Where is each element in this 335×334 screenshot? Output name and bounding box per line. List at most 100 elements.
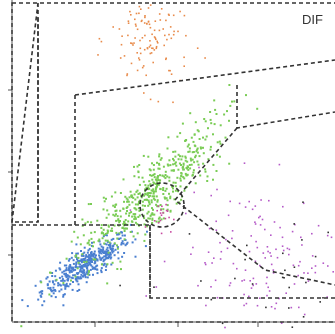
scatter-point (95, 254, 97, 257)
scatter-point (136, 196, 139, 199)
scatter-point (106, 240, 109, 243)
scatter-point (270, 306, 273, 308)
scatter-point (232, 262, 235, 265)
scatter-point (216, 153, 219, 156)
scatter-point (152, 181, 155, 184)
scatter-point (143, 22, 146, 24)
scatter-point (99, 248, 102, 251)
scatter-point (326, 296, 328, 298)
scatter-point (21, 299, 24, 302)
scatter-point (43, 300, 46, 303)
scatter-point (267, 250, 269, 253)
scatter-point (76, 259, 79, 262)
scatter-point (147, 217, 150, 220)
scatter-point (132, 235, 135, 238)
scatter-point (100, 232, 103, 235)
scatter-point (103, 200, 106, 203)
scatter-point (153, 195, 156, 198)
scatter-point (182, 168, 185, 171)
scatter-point (92, 255, 95, 258)
scatter-point (215, 113, 218, 115)
scatter-point (204, 120, 207, 123)
scatter-point (46, 283, 49, 286)
scatter-point (274, 307, 276, 310)
scatter-point (85, 271, 88, 274)
scatter-point (102, 208, 105, 211)
scatter-point (163, 44, 165, 47)
scatter-point (79, 276, 82, 279)
scatter-point (146, 225, 149, 228)
scatter-point (79, 259, 82, 262)
scatter-point (149, 183, 152, 186)
scatter-point (68, 271, 71, 274)
scatter-point (109, 229, 112, 232)
scatter-point (119, 284, 121, 287)
scatter-point (176, 176, 179, 179)
scatter-point (259, 264, 261, 267)
scatter-point (99, 243, 102, 246)
scatter-point (148, 180, 151, 183)
scatter-point (153, 29, 156, 32)
scatter-point (20, 325, 23, 328)
scatter-point (264, 257, 266, 259)
scatter-point (193, 144, 196, 147)
scatter-point (100, 40, 103, 43)
scatter-point (311, 232, 313, 235)
scatter-point (150, 213, 153, 216)
scatter-point (90, 231, 93, 234)
scatter-point (107, 251, 110, 254)
scatter-point (104, 255, 107, 258)
scatter-point (96, 258, 99, 261)
scatter-point (116, 215, 119, 218)
scatter-point (101, 249, 103, 252)
scatter-point (114, 203, 117, 206)
scatter-point (150, 199, 153, 202)
scatter-point (174, 181, 177, 184)
scatter-point (105, 265, 108, 268)
scatter-point (152, 174, 155, 176)
scatter-point (59, 284, 62, 287)
scatter-point (156, 42, 159, 44)
scatter-point (100, 269, 103, 272)
scatter-point (113, 224, 116, 227)
scatter-point (169, 195, 172, 198)
scatter-point (172, 190, 174, 193)
scatter-point (322, 262, 325, 264)
scatter-point (307, 280, 310, 282)
scatter-point (141, 176, 144, 179)
scatter-point (159, 174, 161, 177)
gates (11, 2, 335, 323)
scatter-point (39, 294, 42, 297)
scatter-point (192, 151, 195, 153)
scatter-point (261, 218, 264, 221)
scatter-point (130, 42, 132, 44)
scatter-point (162, 193, 165, 195)
scatter-point (119, 209, 122, 212)
scatter-point (67, 259, 70, 262)
scatter-point (74, 275, 77, 278)
scatter-point (87, 256, 90, 259)
scatter-point (164, 177, 167, 180)
scatter-point (130, 196, 133, 199)
scatter-point (68, 265, 71, 268)
scatter-point (104, 250, 106, 253)
scatter-point (174, 161, 177, 164)
scatter-point (180, 164, 182, 166)
scatter-point (153, 49, 156, 51)
scatter-point (281, 245, 284, 247)
scatter-point (210, 286, 212, 288)
scatter-point (196, 47, 199, 49)
scatter-point (129, 209, 132, 211)
scatter-point (100, 263, 103, 266)
scatter-point (123, 200, 125, 203)
scatter-point (265, 306, 267, 309)
scatter-point (87, 264, 89, 267)
scatter-point (245, 302, 248, 305)
scatter-point (158, 29, 161, 32)
scatter-point (183, 65, 185, 67)
scatter-point (280, 322, 283, 324)
scatter-point (290, 306, 293, 309)
scatter-point (108, 244, 110, 247)
scatter-point (144, 193, 147, 196)
scatter-point (119, 237, 122, 240)
